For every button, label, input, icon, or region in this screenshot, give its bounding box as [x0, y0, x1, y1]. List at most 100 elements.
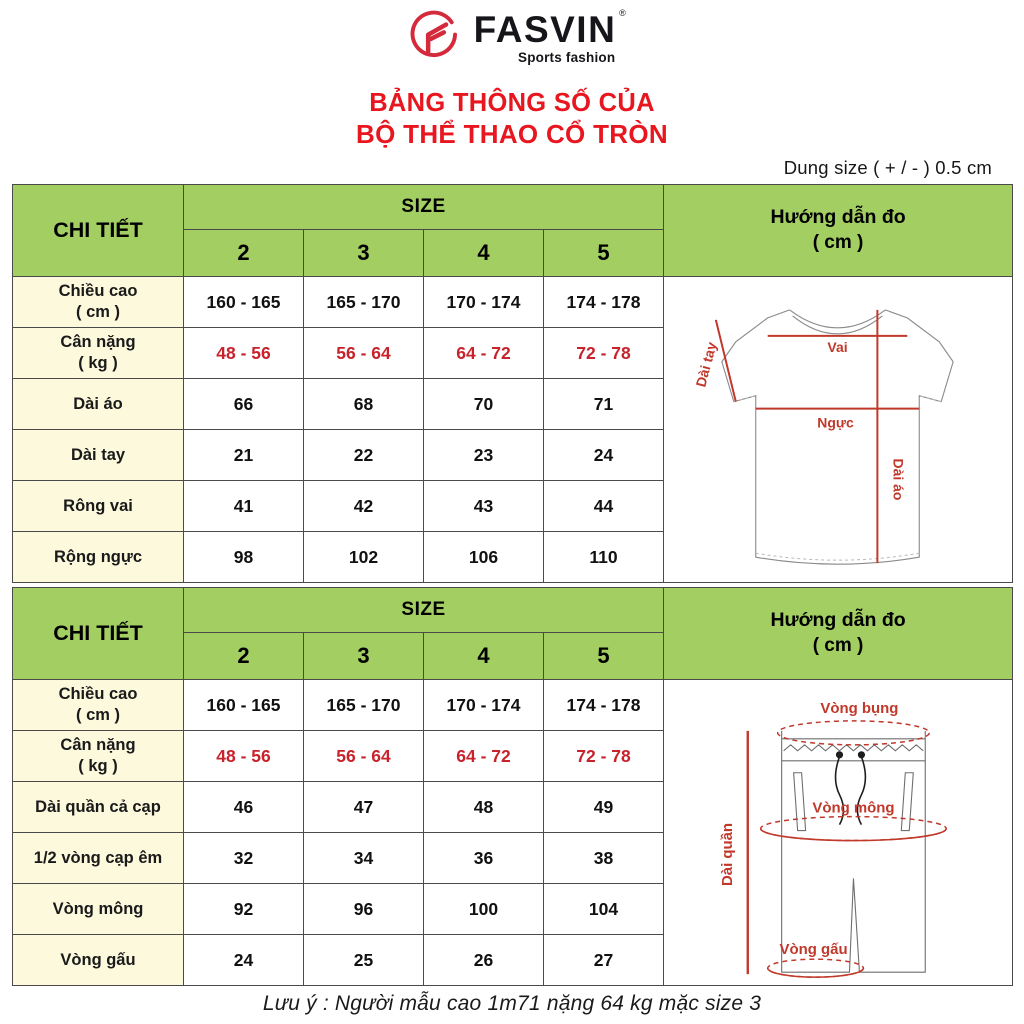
row-label-vong-mong: Vòng mông — [12, 883, 184, 935]
cell-value: 170 - 174 — [423, 276, 544, 328]
cell-value: 47 — [303, 781, 424, 833]
header-measure-guide-title: Hướng dẫn đo — [770, 609, 906, 632]
row-label-rong-nguc: Rộng ngực — [12, 531, 184, 583]
header-chi-tiet: CHI TIẾT — [12, 587, 184, 680]
header-size-3: 3 — [303, 229, 424, 277]
diagram-label-dai-tay: Dài tay — [692, 340, 719, 389]
cell-value: 43 — [423, 480, 544, 532]
shorts-diagram-icon: Vòng bụng Vòng mông Vòng gấu Dài quần — [719, 700, 948, 978]
header-measure-guide-title: Hướng dẫn đo — [770, 206, 906, 229]
header-measure-guide: Hướng dẫn đo ( cm ) — [663, 587, 1014, 680]
cell-value: 110 — [542, 531, 665, 583]
row-label-chieu-cao: Chiều cao ( cm ) — [12, 276, 184, 328]
page-title-line2: BỘ THỂ THAO CỔ TRÒN — [356, 119, 668, 150]
cell-value: 48 — [423, 781, 544, 833]
cell-value: 68 — [303, 378, 424, 430]
row-label-text: Rộng ngực — [53, 547, 143, 566]
cell-value: 160 - 165 — [183, 679, 304, 731]
cell-value: 160 - 165 — [183, 276, 304, 328]
header-chi-tiet: CHI TIẾT — [12, 184, 184, 277]
cell-value: 165 - 170 — [303, 679, 424, 731]
cell-value: 24 — [542, 429, 665, 481]
shorts-size-table: CHI TIẾT SIZE Hướng dẫn đo ( cm ) 2 3 4 … — [12, 587, 1014, 986]
header-measure-guide: Hướng dẫn đo ( cm ) — [663, 184, 1014, 277]
cell-value: 98 — [183, 531, 304, 583]
row-label-text: Chiều cao — [58, 282, 138, 301]
table-header-row-1: CHI TIẾT SIZE Hướng dẫn đo ( cm ) — [12, 184, 1014, 277]
row-label-text: Vòng gấu — [60, 950, 136, 969]
shirt-size-table-wrapper: CHI TIẾT SIZE Hướng dẫn đo ( cm ) 2 3 4 … — [12, 184, 1014, 583]
row-label-unit: ( cm ) — [75, 303, 120, 321]
cell-value: 72 - 78 — [542, 327, 665, 379]
header-size-5: 5 — [542, 229, 665, 277]
cell-value: 165 - 170 — [303, 276, 424, 328]
cell-value: 64 - 72 — [423, 730, 544, 782]
row-label-unit: ( cm ) — [75, 706, 120, 724]
fasvin-circle-f-logo-icon — [410, 10, 457, 58]
cell-value: 46 — [183, 781, 304, 833]
header-size-group: SIZE — [182, 587, 665, 633]
cell-value: 41 — [183, 480, 304, 532]
brand-tagline: Sports fashion — [518, 50, 616, 66]
cell-value: 100 — [423, 883, 544, 935]
header-size-2: 2 — [183, 229, 304, 277]
row-label-can-nang: Cân nặng ( kg ) — [12, 730, 184, 782]
cell-value: 25 — [303, 934, 424, 986]
cell-value: 34 — [303, 832, 424, 884]
table-row: Dài quần cả cạp 46 47 48 49 — [12, 781, 1013, 833]
table-row: Vòng mông 92 96 100 104 — [12, 883, 1013, 935]
table-row: Cân nặng ( kg ) 48 - 56 56 - 64 64 - 72 … — [12, 327, 1013, 379]
table-row: 1/2 vòng cạp êm 32 34 36 38 — [12, 832, 1013, 884]
row-label-dai-ao: Dài áo — [12, 378, 184, 430]
table-header-row-2: 2 3 4 5 — [13, 229, 1013, 277]
cell-value: 48 - 56 — [183, 730, 304, 782]
shirt-size-table: CHI TIẾT SIZE Hướng dẫn đo ( cm ) 2 3 4 … — [12, 184, 1014, 583]
brand-logo: FASVIN ® Sports fashion — [0, 9, 1024, 66]
row-label-text: Dài quần cả cạp — [35, 797, 161, 816]
header-measure-guide-unit: ( cm ) — [812, 634, 864, 656]
cell-value: 26 — [423, 934, 544, 986]
row-label-rong-vai: Rông vai — [12, 480, 184, 532]
table-row: Dài tay 21 22 23 24 — [12, 429, 1013, 481]
header-size-2: 2 — [183, 632, 304, 680]
row-label-text: Cân nặng — [60, 333, 136, 352]
brand-name-text: FASVIN — [473, 9, 617, 51]
tolerance-note: Dung size ( + / - ) 0.5 cm — [783, 157, 992, 178]
row-label-text: Dài tay — [70, 445, 126, 464]
tshirt-diagram-icon: Vai Ngực Dài tay Dài áo — [692, 309, 954, 565]
cell-value: 104 — [542, 883, 665, 935]
row-label-text: 1/2 vòng cạp êm — [33, 848, 163, 867]
row-label-dai-quan-ca-cap: Dài quần cả cạp — [12, 781, 184, 833]
row-label-can-nang: Cân nặng ( kg ) — [12, 327, 184, 379]
cell-value: 64 - 72 — [423, 327, 544, 379]
header-size-3: 3 — [303, 632, 424, 680]
cell-value: 22 — [303, 429, 424, 481]
page-title: BẢNG THÔNG SỐ CỦA BỘ THỂ THAO CỔ TRÒN — [0, 88, 1024, 151]
table-row: Rộng ngực 98 102 106 110 — [12, 531, 1013, 583]
diagram-label-dai-ao: Dài áo — [890, 458, 906, 500]
cell-value: 36 — [423, 832, 544, 884]
cell-value: 24 — [183, 934, 304, 986]
cell-value: 48 - 56 — [183, 327, 304, 379]
table-row: Chiều cao ( cm ) 160 - 165 165 - 170 170… — [12, 679, 1014, 986]
row-label-unit: ( kg ) — [78, 354, 118, 372]
row-label-unit: ( kg ) — [78, 757, 118, 775]
cell-value: 92 — [183, 883, 304, 935]
brand-name: FASVIN ® — [473, 9, 626, 51]
cell-value: 42 — [303, 480, 424, 532]
header-size-4: 4 — [423, 632, 544, 680]
table-header-row-2: 2 3 4 5 — [13, 632, 1013, 680]
registered-mark-icon: ® — [619, 8, 628, 19]
shorts-size-table-wrapper: CHI TIẾT SIZE Hướng dẫn đo ( cm ) 2 3 4 … — [12, 587, 1014, 986]
table-header-row-1: CHI TIẾT SIZE Hướng dẫn đo ( cm ) — [12, 587, 1014, 680]
cell-value: 71 — [542, 378, 665, 430]
shorts-measurement-diagram: Vòng bụng Vòng mông Vòng gấu Dài quần — [663, 679, 1014, 986]
cell-value: 56 - 64 — [303, 730, 424, 782]
diagram-label-nguc: Ngực — [817, 415, 854, 431]
diagram-label-vong-bung: Vòng bụng — [820, 700, 898, 717]
row-label-text: Dài áo — [73, 394, 123, 413]
table-row: Chiều cao ( cm ) 160 - 165 165 - 170 170… — [12, 276, 1014, 583]
diagram-label-vong-gau: Vòng gấu — [780, 941, 848, 958]
row-label-text: Cân nặng — [60, 736, 136, 755]
cell-value: 27 — [542, 934, 665, 986]
